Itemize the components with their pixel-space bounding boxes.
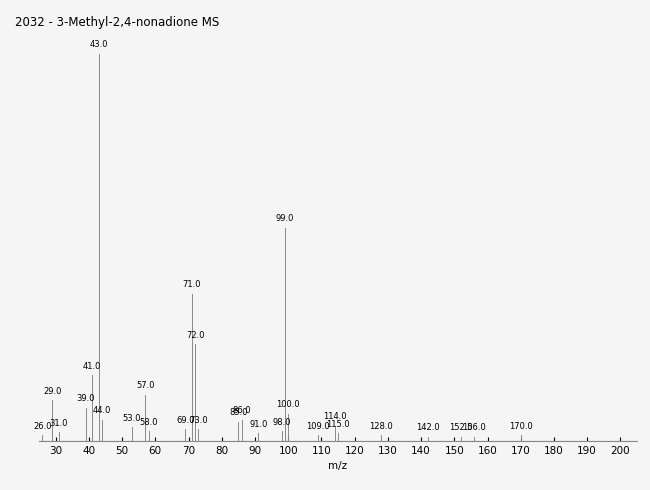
Text: 115.0: 115.0 [326,419,350,429]
Text: 26.0: 26.0 [33,421,51,431]
Text: 69.0: 69.0 [176,416,194,425]
Text: 57.0: 57.0 [136,381,155,390]
Text: 170.0: 170.0 [509,421,532,431]
Text: 156.0: 156.0 [462,423,486,433]
Text: 114.0: 114.0 [323,412,346,421]
Text: 142.0: 142.0 [416,423,439,433]
Text: 91.0: 91.0 [249,419,267,429]
Text: 53.0: 53.0 [123,414,141,423]
Text: 85.0: 85.0 [229,408,248,417]
X-axis label: m/z: m/z [328,462,348,471]
Text: 31.0: 31.0 [49,419,68,428]
Text: 39.0: 39.0 [76,394,95,403]
Text: 99.0: 99.0 [276,214,294,223]
Text: 86.0: 86.0 [232,406,251,415]
Text: 100.0: 100.0 [276,400,300,409]
Text: 73.0: 73.0 [189,416,208,425]
Text: 58.0: 58.0 [139,417,158,427]
Text: 128.0: 128.0 [369,421,393,431]
Text: 2032 - 3-Methyl-2,4-nonadione MS: 2032 - 3-Methyl-2,4-nonadione MS [15,16,219,29]
Text: 71.0: 71.0 [183,280,201,289]
Text: 98.0: 98.0 [272,417,291,427]
Text: 44.0: 44.0 [93,406,111,415]
Text: 72.0: 72.0 [186,331,204,340]
Text: 29.0: 29.0 [43,387,62,396]
Text: 109.0: 109.0 [306,421,330,431]
Text: 152.0: 152.0 [449,423,473,433]
Text: 43.0: 43.0 [90,40,108,49]
Text: 41.0: 41.0 [83,362,101,370]
